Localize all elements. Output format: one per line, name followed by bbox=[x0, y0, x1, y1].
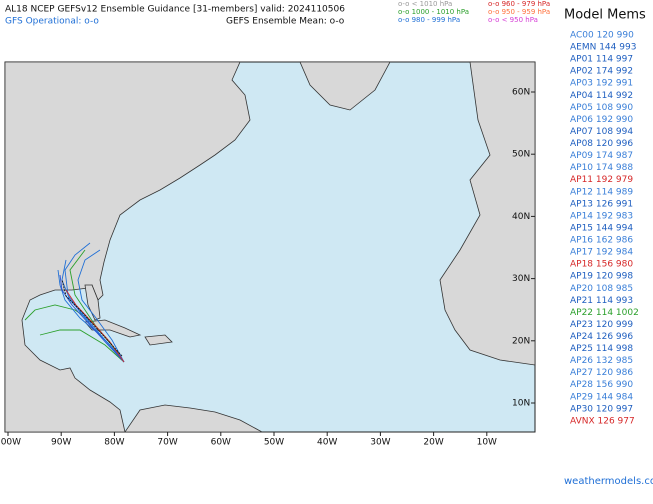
pressure-legend: o-o 980 - 999 hPa bbox=[398, 16, 460, 24]
member-entry: AP04 114 992 bbox=[570, 91, 633, 101]
florida bbox=[84, 284, 101, 321]
ensemble-mean: GEFS Ensemble Mean: o-o bbox=[226, 17, 345, 27]
member-entry: AP23 120 999 bbox=[570, 320, 633, 330]
member-entry: AP01 114 997 bbox=[570, 55, 633, 65]
footer[interactable]: weathermodels.com bbox=[564, 476, 653, 487]
pressure-legend: o-o 960 - 979 hPa bbox=[488, 0, 550, 8]
lon-label: 30W bbox=[370, 438, 390, 448]
title: AL18 NCEP GEFSv12 Ensemble Guidance [31-… bbox=[5, 5, 345, 15]
pressure-legend: o-o < 1010 hPa bbox=[398, 0, 452, 8]
member-entry: AP25 114 998 bbox=[570, 344, 633, 354]
member-entry: AP05 108 990 bbox=[570, 103, 633, 113]
hispaniola bbox=[144, 334, 173, 346]
member-entry: AP13 126 991 bbox=[570, 199, 633, 209]
lat-label: 30N bbox=[512, 274, 530, 284]
tracks bbox=[24, 242, 125, 363]
lon-label: 80W bbox=[104, 438, 124, 448]
lon-label: 10W bbox=[477, 438, 497, 448]
member-entry: AP14 192 983 bbox=[570, 211, 633, 221]
member-entry: AP12 114 989 bbox=[570, 187, 633, 197]
member-entry: AP22 114 1002 bbox=[570, 308, 639, 318]
europe-africa bbox=[439, 62, 535, 366]
member-entry: AP17 192 984 bbox=[570, 248, 633, 258]
member-entry: AP21 114 993 bbox=[570, 296, 633, 306]
lon-label: 90W bbox=[51, 438, 71, 448]
lat-label: 40N bbox=[512, 212, 530, 222]
member-entry: AP26 132 985 bbox=[570, 356, 633, 366]
member-entry: AP24 126 996 bbox=[570, 332, 633, 342]
member-entry: AP20 108 985 bbox=[570, 284, 633, 294]
member-entry: AP15 144 994 bbox=[570, 223, 633, 233]
lon-label: 70W bbox=[157, 438, 177, 448]
member-entry: AP09 174 987 bbox=[570, 151, 633, 161]
member-entry: AP02 174 992 bbox=[570, 67, 633, 77]
member-entry: AP29 144 984 bbox=[570, 392, 633, 402]
members-title: Model Mems bbox=[564, 8, 646, 23]
member-entry: AP08 120 996 bbox=[570, 139, 633, 149]
lat-label: 50N bbox=[512, 150, 530, 160]
member-entry: AP28 156 990 bbox=[570, 380, 633, 390]
lon-label: 50W bbox=[264, 438, 284, 448]
greenland bbox=[299, 62, 391, 111]
lat-label: 10N bbox=[512, 399, 530, 409]
lon-label: 40W bbox=[317, 438, 337, 448]
pressure-legend: o-o 1000 - 1010 hPa bbox=[398, 8, 469, 16]
member-entry: AEMN 144 993 bbox=[570, 43, 636, 53]
member-entry: AP10 174 988 bbox=[570, 163, 633, 173]
map bbox=[4, 61, 536, 433]
member-entry: AP18 156 980 bbox=[570, 260, 633, 270]
pressure-legend: o-o < 950 hPa bbox=[488, 16, 538, 24]
lon-label: 60W bbox=[211, 438, 231, 448]
lat-label: 60N bbox=[512, 88, 530, 98]
lon-label: 100W bbox=[0, 438, 21, 448]
pressure-legend: o-o 950 - 959 hPa bbox=[488, 8, 550, 16]
member-entry: AP27 120 986 bbox=[570, 368, 633, 378]
lon-label: 20W bbox=[423, 438, 443, 448]
operational: GFS Operational: o-o bbox=[5, 17, 99, 27]
member-entry: AC00 120 990 bbox=[570, 31, 634, 41]
member-entry: AP11 192 979 bbox=[570, 175, 633, 185]
member-entry: AP30 120 997 bbox=[570, 404, 633, 414]
south-america bbox=[124, 404, 263, 432]
member-entry: AP03 192 991 bbox=[570, 79, 633, 89]
lat-label: 20N bbox=[512, 336, 530, 346]
member-entry: AVNX 126 977 bbox=[570, 416, 635, 426]
member-entry: AP06 192 990 bbox=[570, 115, 633, 125]
member-entry: AP19 120 998 bbox=[570, 272, 633, 282]
member-entry: AP16 162 986 bbox=[570, 236, 633, 246]
member-entry: AP07 108 994 bbox=[570, 127, 633, 137]
